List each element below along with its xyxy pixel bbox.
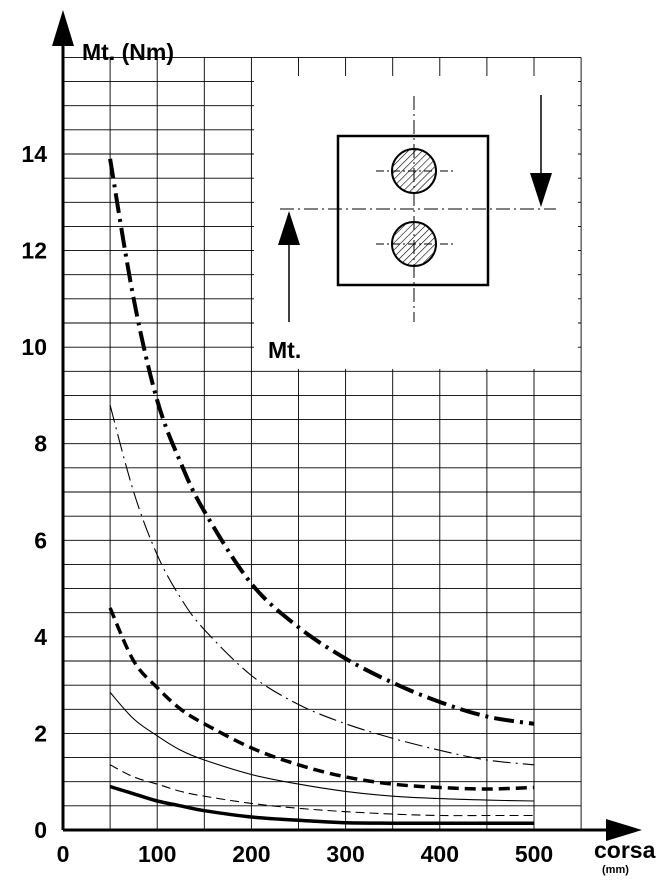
y-tick-label: 2 xyxy=(34,720,47,746)
y-tick-label: 10 xyxy=(21,334,47,360)
x-tick-label: 100 xyxy=(138,841,176,867)
inset-diagram: Mt. xyxy=(254,76,578,369)
y-tick-label: 12 xyxy=(21,238,47,264)
x-axis-unit: (mm) xyxy=(602,864,629,876)
series-line-6 xyxy=(109,784,534,825)
y-tick-label: 6 xyxy=(34,527,47,553)
rod-bottom-section xyxy=(391,221,437,267)
series-line-4 xyxy=(109,692,535,802)
series-group xyxy=(108,158,535,825)
inset-moment-label: Mt. xyxy=(268,337,301,363)
rod-top-section xyxy=(391,148,437,194)
x-axis-arrow xyxy=(606,819,642,841)
tick-labels: 0 2 4 6 8 10 12 14 0 100 200 300 400 500 xyxy=(21,141,553,867)
series-line-1 xyxy=(108,158,535,726)
y-axis-title: Mt. (Nm) xyxy=(82,39,174,65)
x-tick-label: 300 xyxy=(326,841,364,867)
inset-block xyxy=(336,134,490,287)
x-axis-title: corsa xyxy=(594,837,656,863)
down-arrow-head xyxy=(530,173,552,207)
x-tick-label: 500 xyxy=(515,841,553,867)
y-tick-label: 4 xyxy=(34,624,47,650)
x-tick-label: 0 xyxy=(57,841,70,867)
y-tick-label: 8 xyxy=(34,431,47,457)
x-tick-label: 200 xyxy=(232,841,270,867)
y-tick-label: 0 xyxy=(34,817,47,843)
series-line-3 xyxy=(108,607,535,791)
y-axis-arrow xyxy=(52,10,74,46)
up-arrow-head xyxy=(278,211,300,245)
y-tick-label: 14 xyxy=(21,141,47,167)
x-tick-label: 400 xyxy=(421,841,459,867)
series-line-2 xyxy=(109,404,535,766)
series-line-5 xyxy=(109,764,534,817)
